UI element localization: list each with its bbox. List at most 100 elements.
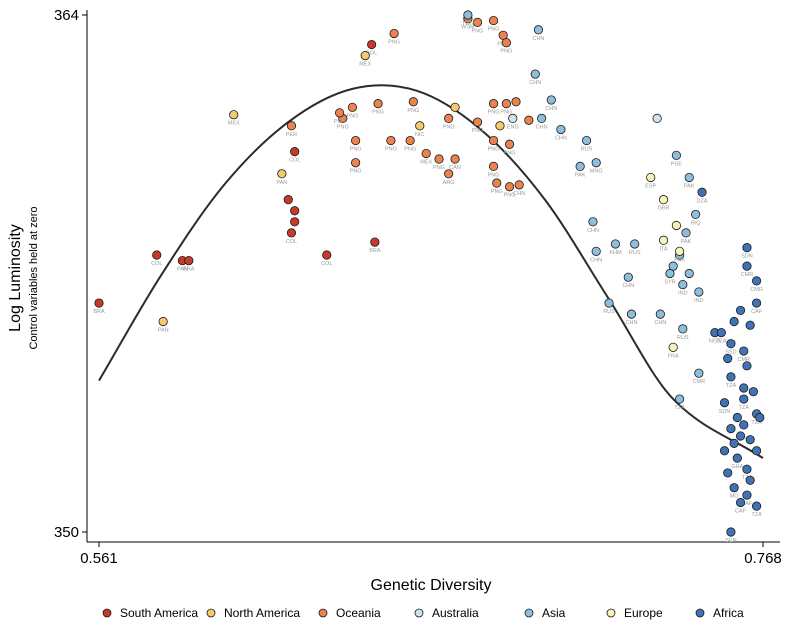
point-label: SDN <box>741 254 753 260</box>
point-label: MEX <box>420 159 432 165</box>
data-point <box>360 51 370 61</box>
data-point <box>591 158 601 168</box>
point-label: PAK <box>575 172 586 178</box>
data-point <box>488 135 499 146</box>
data-point <box>472 17 483 27</box>
data-point <box>742 361 752 371</box>
data-point <box>537 113 547 124</box>
data-point <box>575 161 585 172</box>
data-point <box>283 195 293 205</box>
data-point <box>694 368 704 378</box>
point-label: IND <box>694 298 704 304</box>
data-point <box>463 10 473 20</box>
data-point <box>290 206 300 216</box>
legend-label: Oceania <box>336 606 381 620</box>
data-point <box>604 298 614 308</box>
point-label: GHA <box>731 464 743 470</box>
data-point <box>671 150 681 160</box>
data-point <box>405 135 415 146</box>
data-point <box>745 435 755 445</box>
point-label: CHN <box>529 80 541 86</box>
data-point <box>729 316 739 327</box>
axes <box>86 10 780 543</box>
data-point <box>450 154 460 164</box>
point-label: FRA <box>668 353 679 359</box>
data-point <box>630 239 640 249</box>
data-point <box>334 108 345 118</box>
data-point <box>726 372 736 382</box>
point-label: ITA <box>659 246 667 252</box>
point-label: PNG <box>346 113 358 119</box>
point-label: TZA <box>726 383 737 389</box>
point-label: ESP <box>645 183 656 189</box>
point-label: CHN <box>626 320 638 326</box>
y-axis-subtitle: Control variables held at zero <box>28 206 40 349</box>
data-point <box>739 346 749 356</box>
point-label: PNG <box>443 124 455 130</box>
y-axis-title: Log Luminosity <box>7 224 24 332</box>
data-point <box>415 121 425 131</box>
ticks-layer: 0.561 0.768 364 350 <box>54 7 782 567</box>
data-point <box>514 180 524 190</box>
data-point <box>735 431 746 441</box>
legend: South America North America Oceania Austral… <box>102 606 744 620</box>
data-point <box>691 209 701 220</box>
point-label: PNG <box>488 147 500 153</box>
data-point <box>386 135 396 146</box>
data-point <box>546 95 556 105</box>
data-point <box>735 305 746 316</box>
data-point <box>434 154 444 164</box>
point-label: RUS <box>603 309 615 315</box>
data-point <box>751 298 762 308</box>
data-point <box>152 250 162 260</box>
point-label: IND <box>678 291 688 297</box>
data-point <box>351 158 361 168</box>
data-point <box>729 438 739 448</box>
point-label: CAF <box>751 309 763 315</box>
data-point <box>678 279 688 290</box>
data-point <box>719 446 730 456</box>
point-label: PNG <box>350 169 362 175</box>
data-point <box>751 446 762 456</box>
point-label: MNG <box>590 169 603 175</box>
data-point <box>726 527 736 537</box>
data-point <box>742 490 752 500</box>
point-label: PNG <box>491 189 503 195</box>
data-point <box>504 139 515 149</box>
legend-marker <box>102 608 112 618</box>
data-point <box>373 99 383 109</box>
y-tick-label: 364 <box>54 7 79 24</box>
data-point <box>277 169 287 179</box>
data-point <box>694 287 704 297</box>
data-point <box>719 398 730 408</box>
data-point <box>745 475 755 485</box>
legend-marker <box>318 608 328 618</box>
legend-label: Europe <box>624 606 663 620</box>
data-point <box>729 483 739 493</box>
data-point <box>492 178 502 188</box>
point-label: BOL <box>366 51 377 57</box>
fit-curve <box>98 84 764 459</box>
data-point <box>591 246 601 256</box>
point-label: CMR <box>750 287 763 293</box>
point-label: CHN <box>622 283 634 289</box>
series-australia: ENG <box>507 113 662 130</box>
data-point <box>290 147 300 157</box>
point-label: COL <box>286 239 297 245</box>
data-point <box>732 412 742 423</box>
point-label: PNG <box>500 110 512 116</box>
data-point <box>533 25 544 35</box>
point-label: ENG <box>507 124 519 130</box>
data-point <box>751 501 762 511</box>
point-label: COL <box>289 158 300 164</box>
data-point <box>674 394 685 404</box>
point-label: SDN <box>719 409 731 415</box>
point-label: PNG <box>385 147 397 153</box>
point-label: BRA <box>183 267 195 273</box>
point-label: PAK <box>674 257 685 263</box>
point-label: GBR <box>658 206 670 212</box>
data-point <box>623 272 633 282</box>
point-label: PSE <box>671 161 682 167</box>
data-point <box>742 243 752 253</box>
legend-label: Australia <box>432 606 479 620</box>
